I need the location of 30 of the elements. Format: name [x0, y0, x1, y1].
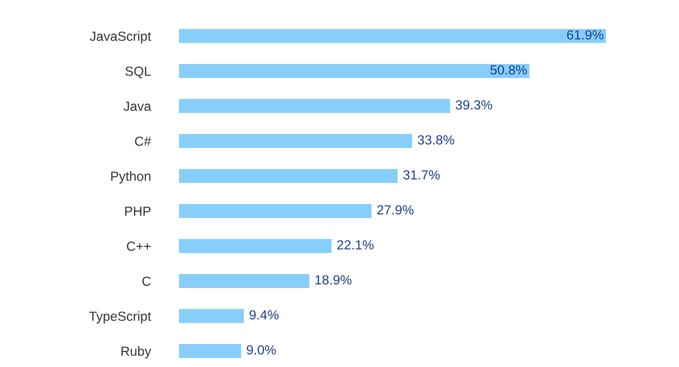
y-tick-label: JavaScript: [90, 31, 152, 44]
bar: [179, 29, 606, 43]
y-tick-label: C++: [126, 242, 151, 251]
data-label: 9.4%: [250, 310, 279, 320]
bar: [179, 274, 310, 288]
bar: [179, 169, 398, 183]
data-label: 18.9%: [316, 275, 352, 285]
bar: [179, 239, 332, 253]
data-label: 9.0%: [246, 345, 276, 355]
bar: [179, 344, 242, 358]
data-label: 22.1%: [337, 240, 374, 250]
y-tick-label: Java: [124, 102, 152, 111]
y-tick-label: TypeScript: [89, 311, 152, 324]
data-label: 27.9%: [377, 205, 414, 215]
data-label: 61.9%: [567, 30, 604, 40]
data-label: 33.8%: [418, 135, 454, 145]
data-label: 31.7%: [403, 170, 440, 180]
bar: [179, 99, 450, 113]
y-tick-label: Ruby: [122, 346, 152, 359]
bar: [179, 134, 412, 148]
y-tick-label: C: [142, 276, 151, 286]
y-tick-label: SQL: [125, 66, 151, 78]
data-label: 50.8%: [490, 65, 527, 75]
y-tick-label: C#: [135, 136, 152, 146]
bar: [179, 204, 372, 218]
bar: [179, 309, 244, 323]
data-label: 39.3%: [456, 100, 492, 110]
y-tick-label: Python: [111, 171, 150, 184]
bar: [179, 64, 530, 78]
y-tick-label: PHP: [125, 206, 151, 216]
